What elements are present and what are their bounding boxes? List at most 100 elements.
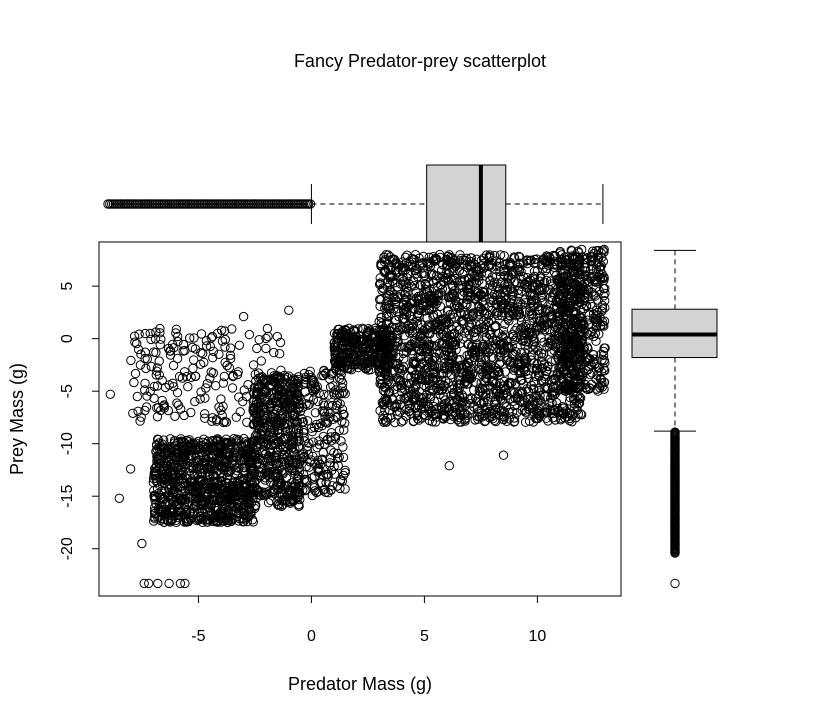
data-point [132, 391, 143, 402]
data-point [559, 408, 569, 418]
data-point [571, 413, 581, 423]
data-point [540, 265, 551, 276]
data-point [555, 315, 566, 325]
data-point [419, 271, 430, 281]
data-point [581, 300, 592, 311]
data-point [499, 376, 509, 387]
data-point [176, 404, 186, 414]
data-point [534, 313, 544, 323]
data-point [214, 402, 224, 412]
data-point [172, 398, 182, 408]
data-point [172, 463, 183, 474]
data-point [407, 321, 418, 332]
data-point [450, 360, 460, 371]
data-point [288, 427, 298, 437]
data-point [198, 457, 208, 467]
data-point [494, 328, 504, 339]
data-point [287, 443, 298, 453]
data-point [473, 286, 483, 296]
data-point [233, 367, 243, 377]
data-point [338, 470, 349, 481]
data-point [330, 358, 341, 368]
data-point [168, 492, 178, 502]
data-point [509, 413, 520, 423]
data-point [161, 506, 172, 516]
data-point [509, 252, 519, 262]
data-point [585, 383, 595, 394]
data-point [181, 372, 192, 382]
data-point [272, 382, 282, 393]
data-point [534, 411, 544, 421]
data-point [325, 382, 336, 392]
data-point [457, 280, 467, 291]
data-point [495, 250, 506, 260]
data-point [383, 291, 393, 301]
data-point [205, 373, 215, 383]
data-point [518, 397, 528, 408]
data-point [570, 267, 580, 278]
data-point [436, 287, 446, 298]
data-point [482, 362, 492, 372]
data-point [194, 443, 204, 453]
data-point [434, 349, 445, 359]
data-point [468, 268, 478, 278]
data-point [380, 267, 390, 277]
data-point [484, 406, 494, 417]
data-point [508, 387, 519, 397]
data-point [151, 347, 161, 358]
data-point [588, 331, 599, 342]
data-point [273, 425, 283, 435]
data-point [216, 477, 227, 487]
data-point [220, 334, 231, 345]
data-point [597, 378, 607, 388]
data-point [234, 513, 245, 524]
data-point [503, 341, 514, 352]
data-point [244, 329, 255, 340]
data-point [451, 408, 461, 418]
data-point [592, 310, 603, 320]
data-point [208, 516, 218, 527]
data-point [380, 303, 390, 313]
data-point [293, 488, 303, 498]
data-point [453, 355, 463, 365]
data-point [444, 358, 454, 368]
data-point [567, 343, 577, 353]
data-point [535, 271, 546, 282]
data-point [521, 392, 531, 403]
data-point [575, 393, 586, 403]
data-point [583, 355, 593, 365]
data-point [527, 291, 537, 302]
data-point [451, 261, 461, 271]
data-point [200, 409, 210, 419]
data-point [151, 440, 162, 450]
data-point [435, 252, 445, 263]
data-point [231, 490, 242, 501]
data-point [280, 399, 290, 409]
data-point [495, 351, 506, 361]
data-point [333, 346, 343, 356]
data-point [151, 475, 162, 486]
data-point [549, 321, 560, 332]
data-point [469, 293, 479, 304]
data-point [583, 285, 593, 296]
data-point [174, 476, 184, 486]
data-point [212, 437, 222, 447]
data-point [476, 355, 486, 365]
data-point [474, 302, 485, 312]
data-point [544, 324, 555, 335]
data-point [471, 278, 482, 289]
data-point [558, 283, 569, 293]
data-point [572, 376, 583, 386]
data-point [279, 387, 289, 397]
data-point [188, 445, 198, 455]
data-point [163, 516, 173, 526]
data-point [400, 252, 411, 262]
data-point [261, 465, 272, 475]
data-point [296, 454, 306, 464]
data-point [534, 368, 544, 378]
data-point [186, 407, 196, 418]
data-point [410, 337, 420, 348]
data-point [498, 283, 508, 293]
data-point [416, 281, 426, 291]
